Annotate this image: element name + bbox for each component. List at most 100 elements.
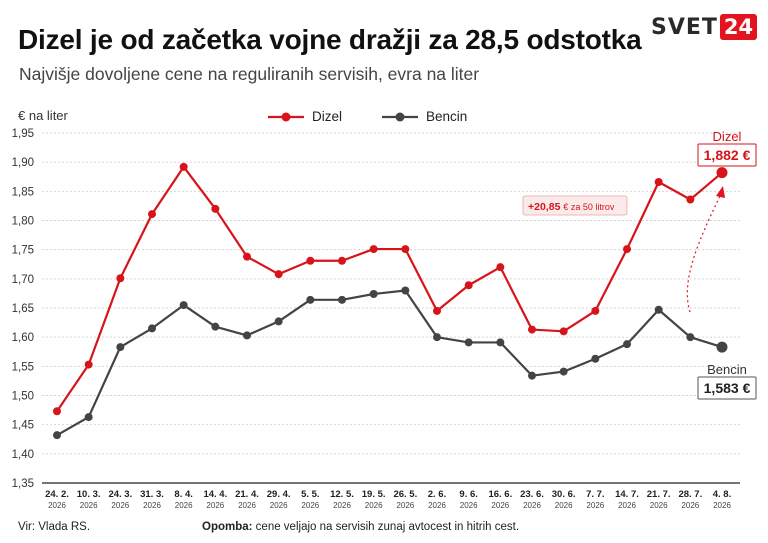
data-point-dizel xyxy=(559,327,568,336)
data-point-bencin xyxy=(84,413,93,422)
x-tick-year: 2026 xyxy=(270,501,288,510)
legend-marker-bencin xyxy=(395,112,405,122)
y-tick-label: 1,40 xyxy=(12,449,34,461)
x-tick-year: 2026 xyxy=(586,501,604,510)
x-tick-year: 2026 xyxy=(650,501,668,510)
y-tick-label: 1,55 xyxy=(12,361,34,373)
x-tick-year: 2026 xyxy=(460,501,478,510)
x-tick-label: 10. 3. xyxy=(77,489,101,500)
x-tick-label: 31. 3. xyxy=(140,489,164,500)
data-point-bencin xyxy=(338,295,346,304)
x-tick-label: 14. 7. xyxy=(615,489,639,500)
y-tick-label: 1,90 xyxy=(12,157,34,169)
chart-axes: 1,35 1,40 1,45 1,50 1,55 1,60 1,65 1,70 1,75 1,80… xyxy=(12,108,740,510)
petrol-end-box xyxy=(697,376,757,400)
y-tick-label: 1,65 xyxy=(12,303,34,315)
x-tick-year: 2026 xyxy=(238,501,256,510)
data-point-bencin xyxy=(496,338,505,347)
legend-label-bencin: Bencin xyxy=(426,109,467,124)
data-point-bencin xyxy=(464,338,473,347)
brand-logo: SVET 24 xyxy=(651,13,758,41)
x-tick-label: 30. 6. xyxy=(552,489,576,500)
data-point-bencin xyxy=(116,343,125,352)
x-tick-year: 2026 xyxy=(681,501,699,510)
x-tick-label: 5. 5. xyxy=(301,489,320,500)
data-point-dizel xyxy=(306,256,315,265)
y-tick-label: 1,35 xyxy=(12,478,34,490)
data-point-dizel xyxy=(686,195,695,204)
x-tick-year: 2026 xyxy=(396,501,414,510)
data-point-bencin xyxy=(591,354,600,363)
x-tick-year: 2026 xyxy=(80,501,98,510)
x-tick-year: 2026 xyxy=(301,501,319,510)
x-tick-label: 24. 3. xyxy=(108,489,132,500)
chart-legend: Dizel Bencin xyxy=(268,109,467,124)
data-point-dizel xyxy=(654,178,663,186)
x-tick-year: 2026 xyxy=(428,501,446,510)
x-tick-label: 4. 8. xyxy=(713,489,732,500)
data-point-dizel xyxy=(274,270,283,279)
x-tick-label: 24. 2. xyxy=(45,489,69,500)
increase-arrow xyxy=(686,195,721,313)
petrol-end-name: Bencin xyxy=(707,362,747,377)
x-tick-label: 14. 4. xyxy=(203,489,227,500)
data-point-bencin xyxy=(274,317,283,326)
y-tick-label: 1,95 xyxy=(12,128,34,140)
data-point-bencin xyxy=(306,295,315,304)
data-point-dizel xyxy=(528,325,536,334)
series-line-dizel xyxy=(56,165,723,412)
x-tick-year: 2026 xyxy=(713,501,731,510)
data-point-bencin xyxy=(211,322,220,331)
page-subtitle: Najvišje dovoljene cene na reguliranih s… xyxy=(19,64,480,84)
data-point-bencin xyxy=(401,286,410,295)
data-point-bencin xyxy=(148,324,156,333)
data-point-dizel xyxy=(243,252,251,261)
brand-logo-text: SVET xyxy=(651,14,718,40)
data-point-dizel xyxy=(464,281,473,290)
data-point-bencin xyxy=(654,305,663,314)
series-line-bencin xyxy=(56,289,723,437)
x-tick-year: 2026 xyxy=(175,501,193,510)
data-point-dizel xyxy=(338,256,346,265)
x-tick-label: 28. 7. xyxy=(678,489,702,500)
data-point-bencin xyxy=(623,340,631,349)
footnote: Opomba: cene veljajo na servisih zunaj a… xyxy=(202,521,519,533)
x-tick-label: 29. 4. xyxy=(267,489,291,500)
y-tick-label: 1,75 xyxy=(12,245,34,257)
y-axis-title: € na liter xyxy=(18,108,69,123)
x-tick-year: 2026 xyxy=(491,501,509,510)
y-tick-label: 1,85 xyxy=(12,186,34,198)
data-point-dizel xyxy=(211,204,220,213)
y-tick-label: 1,45 xyxy=(12,420,34,432)
data-point-dizel xyxy=(116,274,125,283)
footnote-label: Opomba: xyxy=(202,521,253,533)
increase-amount: +20,85 xyxy=(528,201,563,213)
x-tick-year: 2026 xyxy=(365,501,383,510)
x-tick-year: 2026 xyxy=(143,501,161,510)
data-point-dizel xyxy=(401,245,410,254)
x-tick-year: 2026 xyxy=(333,501,351,510)
x-tick-label: 7. 7. xyxy=(586,489,605,500)
data-point-bencin xyxy=(716,341,728,353)
y-tick-label: 1,80 xyxy=(12,216,34,228)
data-point-dizel xyxy=(148,210,156,219)
page-title: Dizel je od začetka vojne dražji za 28,5… xyxy=(18,24,642,55)
legend-label-dizel: Dizel xyxy=(312,109,342,124)
x-tick-year: 2026 xyxy=(206,501,224,510)
petrol-end-value: 1,583 € xyxy=(704,380,751,396)
data-point-bencin xyxy=(179,301,188,310)
x-tick-year: 2026 xyxy=(618,501,636,510)
x-tick-label: 16. 6. xyxy=(488,489,512,500)
x-tick-label: 21. 7. xyxy=(647,489,671,500)
x-tick-label: 2. 6. xyxy=(428,489,447,500)
brand-logo-number: 24 xyxy=(719,14,758,40)
chart-grid xyxy=(42,132,740,455)
increase-unit: € za 50 litrov xyxy=(563,202,615,212)
y-tick-label: 1,70 xyxy=(12,274,34,286)
x-tick-label: 19. 5. xyxy=(362,489,386,500)
x-tick-label: 12. 5. xyxy=(330,489,354,500)
data-point-bencin xyxy=(433,333,441,342)
data-point-dizel xyxy=(716,167,728,179)
data-point-bencin xyxy=(53,431,61,440)
